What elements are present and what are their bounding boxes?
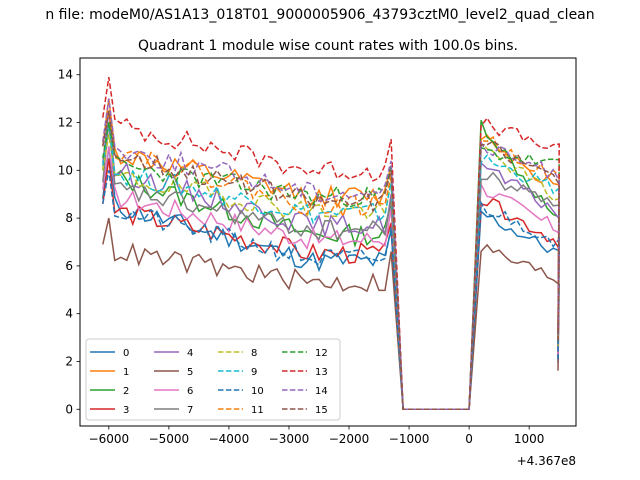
legend-label-11: 11 <box>251 405 264 416</box>
x-tick-label: −5000 <box>149 432 190 446</box>
legend-label-4: 4 <box>187 348 193 359</box>
series-line-7 <box>102 122 560 411</box>
x-tick-label: 1000 <box>514 432 545 446</box>
x-tick-label: −4000 <box>209 432 250 446</box>
legend-label-3: 3 <box>123 405 129 416</box>
series-line-9 <box>102 122 560 411</box>
chart-suptitle: n file: modeM0/AS1A13_018T01_9000005906_… <box>45 7 594 23</box>
legend-label-9: 9 <box>251 367 257 378</box>
series-line-14 <box>102 98 560 411</box>
legend-box <box>85 338 341 421</box>
series-line-12 <box>102 122 560 411</box>
x-tick-label: −3000 <box>269 432 310 446</box>
y-tick-label: 10 <box>58 163 73 177</box>
x-tick-label: −1000 <box>389 432 430 446</box>
y-tick-label: 4 <box>65 307 73 321</box>
y-tick-label: 6 <box>65 259 73 273</box>
legend-label-13: 13 <box>315 367 328 378</box>
x-offset-label: +4.367e8 <box>517 454 576 468</box>
plot-area <box>102 76 560 411</box>
legend-label-5: 5 <box>187 367 193 378</box>
axis-ticks: −6000 −5000 −4000 −3000 −2000 −1000 0 1000 0 2 4 6 8… <box>58 68 545 446</box>
y-tick-label: 0 <box>65 402 73 416</box>
legend-label-14: 14 <box>315 386 328 397</box>
legend-label-10: 10 <box>251 386 264 397</box>
y-tick-label: 12 <box>58 116 73 130</box>
x-tick-label: 0 <box>465 432 473 446</box>
legend-label-6: 6 <box>187 386 193 397</box>
y-tick-label: 2 <box>65 354 73 368</box>
legend-label-12: 12 <box>315 348 328 359</box>
series-line-15 <box>102 110 560 411</box>
legend-label-0: 0 <box>123 348 129 359</box>
series-line-13 <box>102 76 560 411</box>
series-line-0 <box>102 146 560 411</box>
y-tick-label: 14 <box>58 68 73 82</box>
series-line-10 <box>102 170 560 411</box>
chart-title: Quadrant 1 module wise count rates with … <box>138 38 518 54</box>
x-tick-label: −6000 <box>89 432 130 446</box>
x-tick-label: −2000 <box>329 432 370 446</box>
legend-label-8: 8 <box>251 348 257 359</box>
legend-label-2: 2 <box>123 386 129 397</box>
series-line-6 <box>102 146 560 411</box>
legend-label-7: 7 <box>187 405 193 416</box>
legend-label-15: 15 <box>315 405 328 416</box>
y-tick-label: 8 <box>65 211 73 225</box>
axes-frame <box>79 57 577 427</box>
legend-label-1: 1 <box>123 367 129 378</box>
series-line-5 <box>102 217 560 411</box>
